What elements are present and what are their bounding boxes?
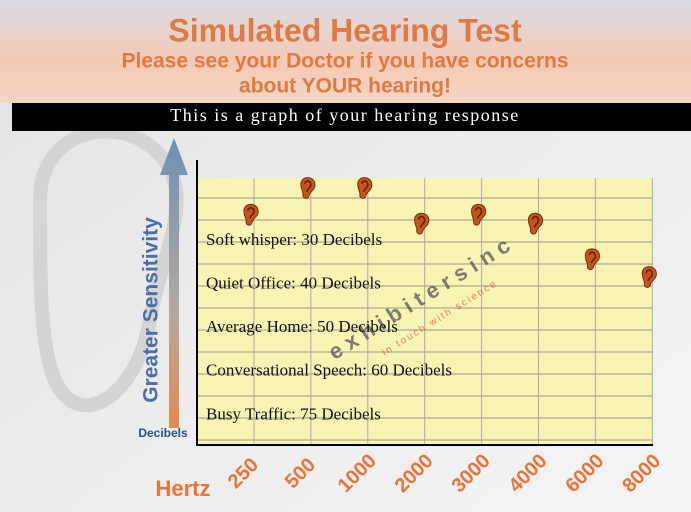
- y-axis-label: Greater Sensitivity: [140, 217, 163, 403]
- annotation: Quiet Office: 40 Decibels: [206, 274, 381, 293]
- y-unit: Decibels: [138, 426, 188, 440]
- banner-text: This is a graph of your hearing response: [170, 105, 519, 125]
- chart: Simulated Hearing Test Please see your D…: [0, 0, 691, 512]
- page: Simulated Hearing Test Please see your D…: [0, 0, 691, 512]
- subtitle: Please see your Doctor if you have conce…: [121, 50, 568, 73]
- title: Simulated Hearing Test: [168, 12, 522, 48]
- annotation: Busy Traffic: 75 Decibels: [206, 404, 381, 423]
- annotation: Average Home: 50 Decibels: [206, 317, 398, 336]
- x-axis-label: Hertz: [155, 476, 210, 501]
- annotation: Soft whisper: 30 Decibels: [206, 230, 382, 249]
- subtitle: about YOUR hearing!: [239, 75, 451, 98]
- annotation: Conversational Speech: 60 Decibels: [206, 361, 452, 380]
